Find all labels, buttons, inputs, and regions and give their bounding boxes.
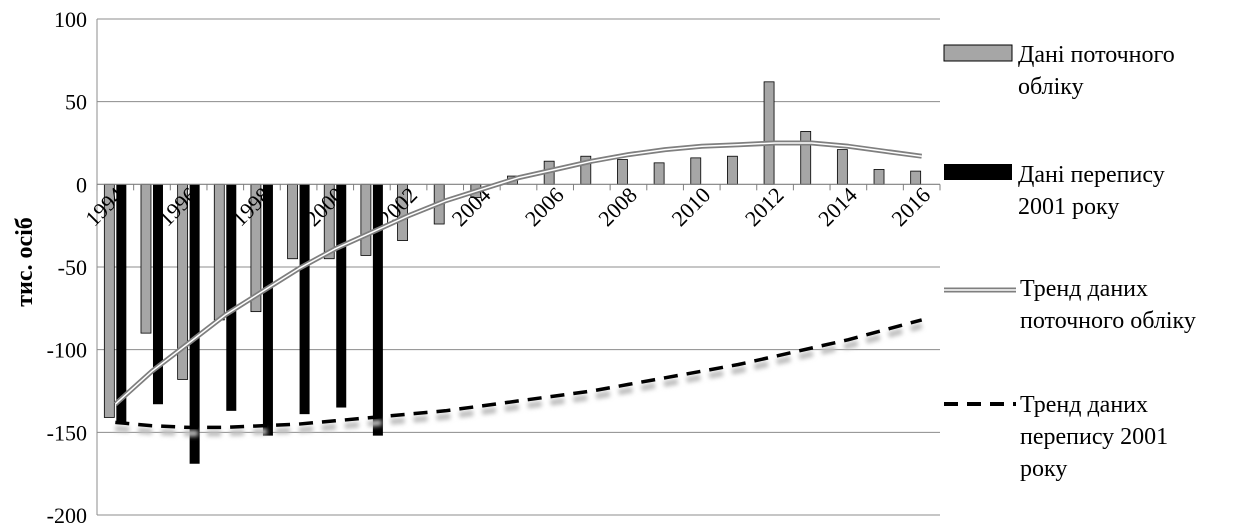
legend-item-census: Дані перепису 2001 року [944,162,1171,220]
y-tick-label: 0 [76,172,87,197]
bar-current-records [617,159,628,185]
x-tick-label: 2012 [740,182,789,231]
x-axis-ticks: 1994 1996 1998 2000 2002 2004 2006 2008 2010 2012… [80,182,935,231]
legend: Дані поточного обліку Дані перепису 2001… [943,42,1196,482]
bar-current-records [360,183,372,256]
bars [103,81,922,464]
bar-current-records [727,155,738,185]
legend-label-current-records-line1: Дані поточного [1018,42,1175,68]
bar-current-records [653,162,665,185]
legend-label-current-trend-line1: Тренд даних [1020,276,1148,302]
bar-current-records [836,149,848,185]
bar-census [189,184,200,464]
trend-current-line-inner [114,142,922,405]
y-tick-label: -50 [58,255,87,280]
legend-label-census-line2: 2001 року [1018,194,1119,220]
bar-census [262,184,273,436]
legend-label-current-records: Дані поточного обліку [1018,42,1181,100]
bar-current-records [140,183,152,334]
legend-label-census-line1: Дані перепису [1018,162,1165,188]
legend-label-current-trend-line2: поточного обліку [1020,308,1196,334]
legend-swatch-census [944,164,1012,180]
bar-census [372,184,383,436]
legend-label-census-trend-line2: перепису 2001 [1020,424,1168,450]
legend-item-current-trend: Тренд даних поточного обліку [944,276,1196,334]
y-tick-label: -200 [47,503,87,527]
y-tick-label: 100 [54,7,87,32]
legend-label-census-trend-line3: року [1020,456,1067,482]
legend-swatch-current-records [943,44,1013,62]
bar-census [226,184,237,411]
x-tick-label: 2010 [667,182,716,231]
y-axis-title: тис. осіб [12,217,38,307]
legend-label-census-trend: Тренд даних перепису 2001 року [1020,392,1174,482]
bar-current-records [763,81,775,185]
x-tick-label: 2016 [886,182,935,231]
bar-census [299,184,310,415]
bar-current-records [910,170,922,185]
x-tick-label: 2006 [520,182,569,231]
bar-current-records [690,157,702,185]
x-tick-label: 2014 [813,182,862,231]
bar-current-records [213,183,225,321]
legend-item-current-records: Дані поточного обліку [943,42,1181,100]
trend-census-line [115,318,923,430]
legend-label-current-records-line2: обліку [1018,74,1084,100]
trend-census-shadow [115,323,923,437]
bar-current-records [873,169,885,185]
legend-label-current-trend: Тренд даних поточного обліку [1020,276,1196,334]
legend-label-census-trend-line1: Тренд даних [1020,392,1148,418]
y-tick-label: 50 [65,90,87,115]
bar-census [336,184,347,408]
y-tick-label: -100 [47,338,87,363]
bar-current-records [800,131,812,185]
legend-item-census-trend: Тренд даних перепису 2001 року [944,392,1174,482]
trend-lines [113,140,923,437]
bar-current-records [287,183,298,260]
y-axis-ticks: 100 50 0 -50 -100 -150 -200 [47,7,87,527]
x-tick-label: 2008 [593,182,642,231]
bar-census [116,184,127,425]
legend-label-census: Дані перепису 2001 року [1018,162,1171,220]
y-tick-label: -150 [47,420,87,445]
bar-census [152,184,163,405]
